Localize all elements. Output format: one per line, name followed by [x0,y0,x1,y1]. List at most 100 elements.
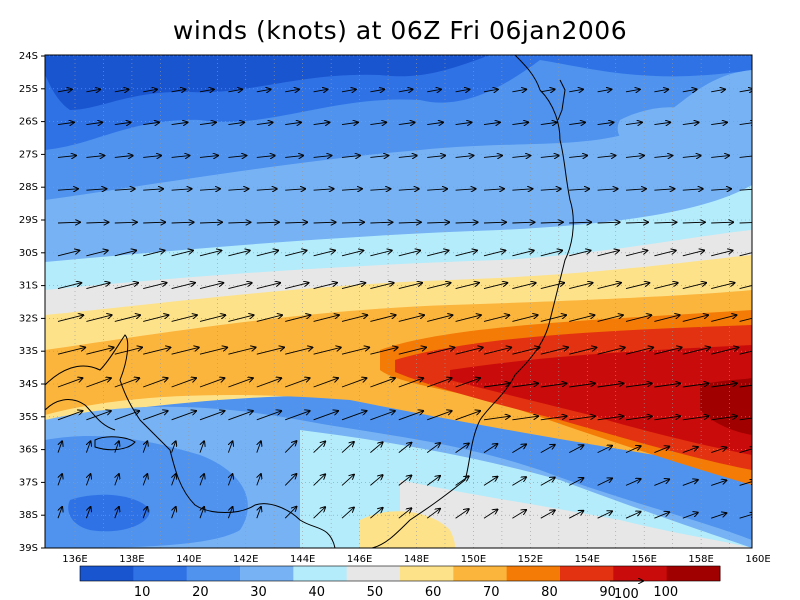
wind-arrow [739,89,752,91]
latitude-tick-label: 35S [19,412,38,423]
wind-arrow [57,222,80,223]
wind-arrow [568,445,583,453]
wind-arrow [512,222,534,223]
wind-arrow [569,250,590,257]
wind-arrow [455,122,472,124]
band-southern-70-80 [360,511,455,548]
latitude-tick-label: 34S [19,379,38,390]
wind-arrow [483,509,497,519]
wind-arrow [285,283,308,290]
wind-arrow [654,222,676,223]
wind-arrow [370,442,382,453]
latitude-tick-label: 33S [19,346,38,357]
wind-arrow [739,448,752,454]
wind-arrow [426,443,440,453]
wind-arrow [341,189,362,190]
wind-arrow [739,252,752,257]
wind-arrow [427,189,447,190]
wind-arrow [398,475,412,486]
wind-arrow [512,444,526,453]
wind-arrow [143,347,170,355]
wind-arrow [370,508,382,519]
wind-arrow [143,507,147,519]
longitude-tick-label: 152E [518,554,543,565]
latitude-tick-label: 25S [19,84,38,95]
wind-arrow [398,508,412,519]
wind-arrow [682,416,709,421]
wind-arrow [625,189,646,190]
longitude-tick-label: 138E [119,554,144,565]
colorbar-swatch [666,566,721,581]
wind-arrow [483,189,504,190]
wind-arrow [257,507,261,519]
wind-arrow [540,189,561,190]
wind-arrow [228,189,248,190]
band-southern-20-30 [68,494,150,532]
wind-arrow [483,89,498,91]
wind-arrow [86,411,110,421]
wind-arrow [682,122,699,124]
wind-arrow [398,122,415,124]
longitude-tick-label: 156E [631,554,656,565]
wind-arrow [682,383,709,388]
wind-arrow [426,509,440,519]
band-110-plus [450,345,752,455]
wind-arrow [711,416,737,421]
wind-arrow [228,156,246,158]
wind-arrow [341,222,364,223]
wind-arrow [654,416,680,421]
latitude-tick-label: 27S [19,149,38,160]
wind-arrow [200,507,204,519]
wind-arrow [285,222,307,223]
wind-arrow [569,222,591,223]
wind-arrow [143,474,147,486]
wind-arrow [58,474,62,486]
wind-arrow [625,416,652,421]
wind-arrow [512,416,538,421]
wind-arrow [398,189,419,190]
longitude-labels: 136E 138E 140E 142E 144E 146E 148E 150E 152E 154E… [62,554,770,565]
wind-arrow [455,378,480,388]
wind-arrow [569,122,585,124]
longitude-tick-label: 158E [688,554,713,565]
wind-arrow [739,122,752,124]
wind-arrow [199,89,214,91]
wind-arrow [540,315,566,322]
wind-arrow [455,283,479,290]
latitude-tick-label: 39S [19,543,38,554]
wind-arrow [256,283,280,290]
longitude-tick-label: 150E [461,554,486,565]
wind-arrow [143,411,167,421]
wind-arrow [682,189,703,190]
wind-arrow [86,378,110,388]
wind-arrow [114,283,138,290]
wind-vectors [57,89,752,519]
wind-arrow [86,474,90,486]
wind-arrow [540,478,555,486]
wind-arrow [370,347,397,355]
wind-arrow [398,250,420,257]
wind-arrow [57,122,74,124]
longitude-tick-label: 146E [347,554,372,565]
wind-arrow [569,347,596,355]
latitude-tick-label: 38S [19,510,38,521]
wind-arrow [597,189,618,190]
wind-arrow [654,156,672,158]
wind-arrow [597,446,612,454]
band-southern-60-70 [400,480,752,548]
longitude-tick-label: 154E [575,554,600,565]
wind-arrow [512,510,526,519]
colorbar-label: 50 [367,585,384,600]
colorbar-label: 90 [599,585,616,600]
wind-arrow [455,476,469,486]
wind-arrow [370,89,384,91]
wind-arrow [455,509,469,519]
wind-arrow [398,222,421,223]
wind-arrow [313,378,338,388]
wind-arrow [483,347,511,355]
wind-arrow [597,222,620,223]
band-50-60-north [45,185,752,300]
wind-arrow [57,411,82,421]
wind-arrow [739,188,752,191]
wind-arrow [483,222,506,223]
